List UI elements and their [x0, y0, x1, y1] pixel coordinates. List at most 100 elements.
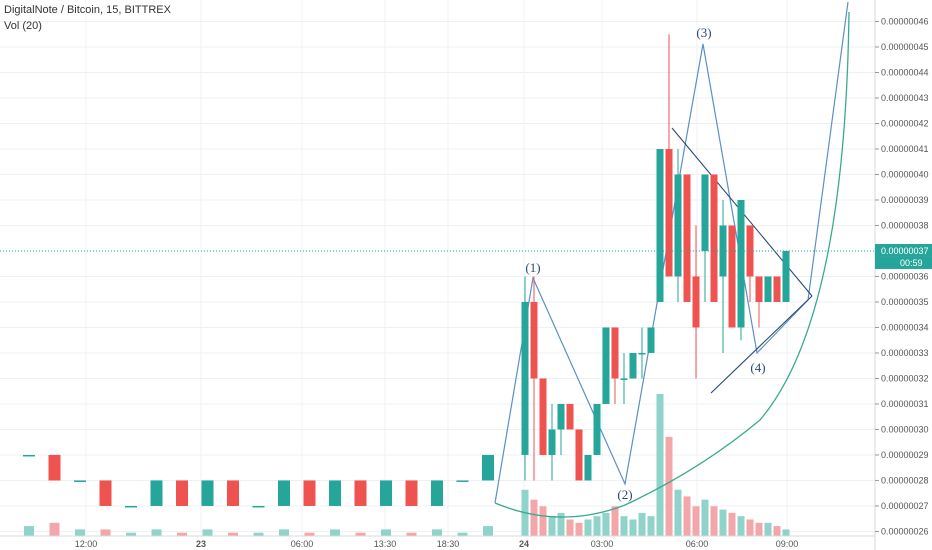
volume-bar [647, 516, 655, 536]
volume-bar [773, 526, 781, 536]
last-price-badge: 0.00000037 00:59 [875, 243, 932, 269]
volume-bar [665, 436, 673, 536]
countdown-badge-bg [875, 256, 932, 269]
wave-label: (3) [696, 25, 711, 40]
candle-body [710, 174, 718, 302]
candle-body [737, 199, 745, 328]
volume-bar [406, 532, 417, 536]
time-tick-label: 12:00 [75, 539, 98, 549]
bar-countdown: 00:59 [900, 258, 923, 268]
wave-label: (1) [525, 260, 540, 275]
price-axis[interactable] [875, 0, 932, 550]
wave-labels: (1) (2) (3) (4) [525, 25, 765, 502]
volume-bar [381, 529, 391, 536]
candle-body [656, 148, 664, 302]
volume-indicator-label[interactable]: Vol (20) [4, 20, 42, 32]
candle-body [692, 276, 700, 328]
candle-body [575, 429, 583, 481]
candle-body [620, 378, 628, 380]
volume-bar [584, 519, 592, 536]
price-candles [23, 34, 790, 508]
volume-bar [593, 516, 601, 536]
candle-body [150, 480, 163, 506]
price-tick-label: 0.00000036 [881, 271, 929, 281]
candle-body [674, 174, 682, 277]
interval: 15 [106, 4, 119, 16]
volume-bar [656, 394, 664, 536]
volume-bar [575, 522, 583, 536]
volume-bar [566, 519, 574, 536]
price-tick-label: 0.00000030 [881, 424, 929, 434]
exchange-name: BITTREX [124, 4, 171, 16]
candle-body [701, 174, 709, 251]
candle-body [530, 301, 538, 379]
candle-body [647, 327, 655, 353]
candle-body [611, 327, 619, 379]
volume-bar [746, 519, 754, 536]
candle-body [456, 480, 469, 482]
price-tick-label: 0.00000045 [881, 42, 929, 52]
volume-bar [755, 522, 763, 536]
candle-body [521, 301, 529, 455]
price-tick-label: 0.00000033 [881, 348, 929, 358]
price-tick-label: 0.00000035 [881, 297, 929, 307]
price-tick-label: 0.00000038 [881, 220, 929, 230]
volume-bar [719, 509, 727, 536]
candle-body [773, 276, 781, 302]
time-tick-label: 24 [519, 539, 529, 549]
candle-body [557, 403, 565, 430]
price-tick-label: 0.00000034 [881, 322, 929, 332]
candle-body [755, 276, 763, 302]
volume-bar [202, 529, 213, 536]
volume-bar [611, 506, 619, 536]
price-tick-label: 0.00000047 [881, 0, 929, 1]
candle-body [201, 480, 214, 506]
volume-bar [728, 512, 736, 536]
symbol-title[interactable]: DigitalNote / Bitcoin, 15, BITTREX [4, 4, 171, 16]
volume-bar [253, 532, 264, 536]
time-tick-label: 13:30 [374, 539, 397, 549]
price-tick-label: 0.00000026 [881, 526, 929, 536]
candle-body [665, 148, 673, 277]
volume-bar [151, 529, 162, 536]
candle-body [764, 276, 772, 302]
price-tick-label: 0.00000032 [881, 373, 929, 383]
candle-body [227, 480, 239, 506]
volume-bar [602, 512, 610, 536]
candle-body [278, 480, 290, 506]
candle-body [99, 480, 112, 506]
candle-body [593, 403, 601, 455]
candle-body [638, 352, 646, 355]
price-tick-label: 0.00000027 [881, 501, 929, 511]
volume-bar [548, 516, 556, 536]
volume-bar [49, 522, 60, 536]
price-tick-label: 0.00000046 [881, 16, 929, 26]
price-tick-label: 0.00000042 [881, 118, 929, 128]
volume-bar [638, 512, 646, 536]
volume-bar [620, 516, 628, 536]
price-tick-label: 0.00000044 [881, 67, 929, 77]
time-tick-label: 06:00 [686, 539, 709, 549]
volume-bar [701, 499, 709, 536]
candle-body [602, 327, 610, 404]
last-price-badge-bg [875, 243, 932, 257]
price-tick-label: 0.00000031 [881, 399, 929, 409]
time-tick-label: 03:00 [591, 539, 614, 549]
candle-body [548, 429, 556, 455]
volume-bar [432, 529, 442, 536]
candle-body [176, 480, 188, 506]
volume-bar [692, 506, 700, 536]
price-tick-label: 0.00000028 [881, 475, 929, 485]
candle-body [728, 225, 736, 328]
volume-bar [737, 516, 745, 536]
candle-body [329, 480, 341, 506]
volume-bar [355, 532, 366, 536]
candle-body [482, 454, 494, 481]
volume-bar [539, 506, 547, 536]
volume-bar [629, 519, 637, 536]
volume-bar [683, 496, 691, 536]
volume-bars [24, 394, 790, 536]
time-tick-label: 09:00 [776, 539, 799, 549]
candle-body [125, 505, 137, 508]
